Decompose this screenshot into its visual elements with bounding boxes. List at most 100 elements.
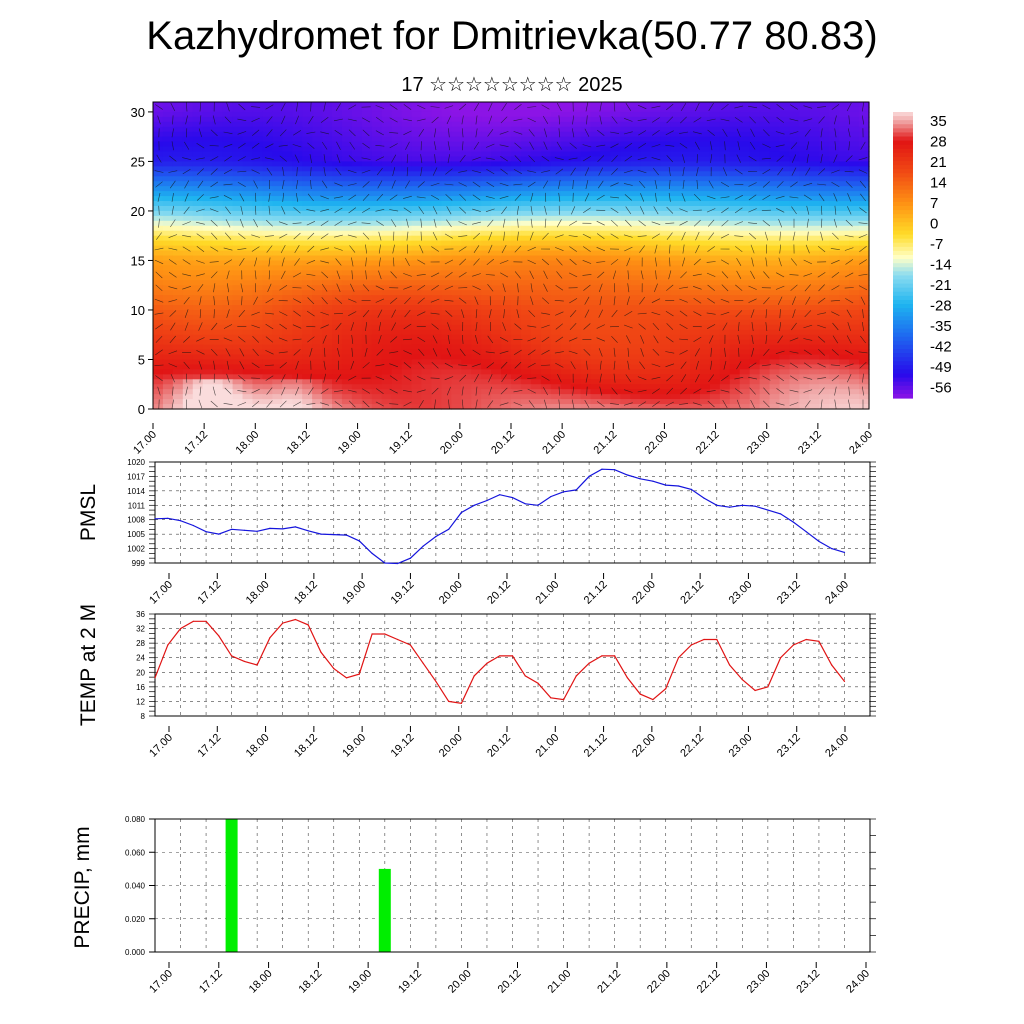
heatmap-cell <box>441 240 452 247</box>
heatmap-cell <box>252 334 263 341</box>
heatmap-cell <box>391 136 403 143</box>
heatmap-cell <box>341 116 353 123</box>
heatmap-cell <box>322 210 333 217</box>
heatmap-cell <box>540 344 552 351</box>
heatmap-cell <box>431 305 442 311</box>
heatmap-cell <box>789 225 800 232</box>
wind-barb <box>611 116 618 124</box>
heatmap-cell <box>670 285 681 291</box>
heatmap-cell <box>540 280 552 286</box>
heatmap-cell <box>451 364 462 370</box>
heatmap-cell <box>401 136 413 143</box>
heatmap-cell <box>411 215 423 222</box>
heatmap-cell <box>819 374 830 380</box>
heatmap-cell <box>192 379 204 385</box>
heatmap-cell <box>540 339 552 346</box>
heatmap-cell <box>351 191 363 197</box>
heatmap-cell <box>302 186 313 192</box>
wind-barb <box>403 104 412 110</box>
heatmap-cell <box>182 265 194 271</box>
heatmap-cell <box>262 295 273 301</box>
heatmap-cell <box>719 240 731 247</box>
heatmap-cell <box>540 186 552 192</box>
heatmap-cell <box>719 196 731 202</box>
heatmap-cell <box>212 260 224 266</box>
heatmap-cell <box>530 196 542 202</box>
heatmap-cell <box>610 176 621 182</box>
heatmap-cell <box>411 354 423 361</box>
wind-barb <box>266 167 273 176</box>
heatmap-cell <box>749 161 761 167</box>
heatmap-cell <box>620 270 631 276</box>
heatmap-cell <box>769 305 781 311</box>
heatmap-cell <box>212 215 224 222</box>
heatmap-cell <box>590 111 602 118</box>
heatmap-cell <box>650 285 661 291</box>
heatmap-cell <box>411 359 423 366</box>
heatmap-cell <box>640 215 651 222</box>
wind-barb <box>310 179 312 190</box>
heatmap-cell <box>202 399 214 405</box>
heatmap-cell <box>292 186 303 192</box>
heatmap-cell <box>361 106 373 113</box>
heatmap-cell <box>699 369 711 375</box>
heatmap-cell <box>600 399 612 405</box>
heatmap-cell <box>511 275 522 281</box>
heatmap-cell <box>749 201 761 207</box>
heatmap-cell <box>292 121 303 128</box>
chart-title: Kazhydromet for Dmitrievka(50.77 80.83) <box>146 14 878 58</box>
heatmap-cell <box>302 191 313 197</box>
heatmap-cell <box>650 201 661 207</box>
heatmap-cell <box>302 394 313 400</box>
heatmap-cell <box>600 146 612 153</box>
heatmap-cell <box>461 201 472 207</box>
heatmap-cell <box>550 235 562 242</box>
wind-barb <box>763 116 770 124</box>
heatmap-cell <box>391 384 403 390</box>
heatmap-cell <box>262 339 273 346</box>
heatmap-cell <box>699 359 711 366</box>
heatmap-cell <box>153 151 164 158</box>
heatmap-cell <box>640 329 651 336</box>
heatmap-cell <box>401 275 413 281</box>
heatmap-cell <box>570 220 582 227</box>
heatmap-cell <box>272 210 283 217</box>
wind-barb <box>333 196 343 199</box>
heatmap-cell <box>232 171 244 177</box>
heatmap-cell <box>481 126 492 133</box>
heatmap-cell <box>570 275 582 281</box>
wind-barb <box>806 141 810 151</box>
heatmap-cell <box>769 245 781 252</box>
heatmap-cell <box>789 399 800 405</box>
heatmap-cell <box>630 404 641 410</box>
heatmap-cell <box>670 215 681 222</box>
heatmap-cell <box>292 295 303 301</box>
heatmap-cell <box>540 305 552 311</box>
heatmap-cell <box>441 399 452 405</box>
heatmap-cell <box>739 260 751 266</box>
heatmap-cell <box>739 379 751 385</box>
heatmap-cell <box>411 324 423 331</box>
heatmap-cell <box>719 111 731 118</box>
heatmap-cell <box>530 225 542 232</box>
heatmap-cell <box>540 369 552 375</box>
heatmap-cell <box>242 384 254 390</box>
heatmap-cell <box>461 181 472 187</box>
heatmap-cell <box>172 111 184 118</box>
heatmap-cell <box>212 131 224 138</box>
heatmap-cell <box>461 215 472 222</box>
heatmap-cell <box>332 151 343 158</box>
heatmap-cell <box>262 270 273 276</box>
heatmap-cell <box>540 116 552 123</box>
heatmap-cell <box>620 404 631 410</box>
heatmap-cell <box>222 265 234 271</box>
heatmap-cell <box>262 354 273 361</box>
heatmap-cell <box>491 309 502 316</box>
heatmap-cell <box>282 176 293 182</box>
wind-barb <box>858 169 868 174</box>
heatmap-cell <box>680 156 691 163</box>
heatmap-cell <box>739 394 751 400</box>
heatmap-cell <box>690 354 701 361</box>
heatmap-cell <box>172 136 184 143</box>
wind-barb <box>834 128 837 138</box>
